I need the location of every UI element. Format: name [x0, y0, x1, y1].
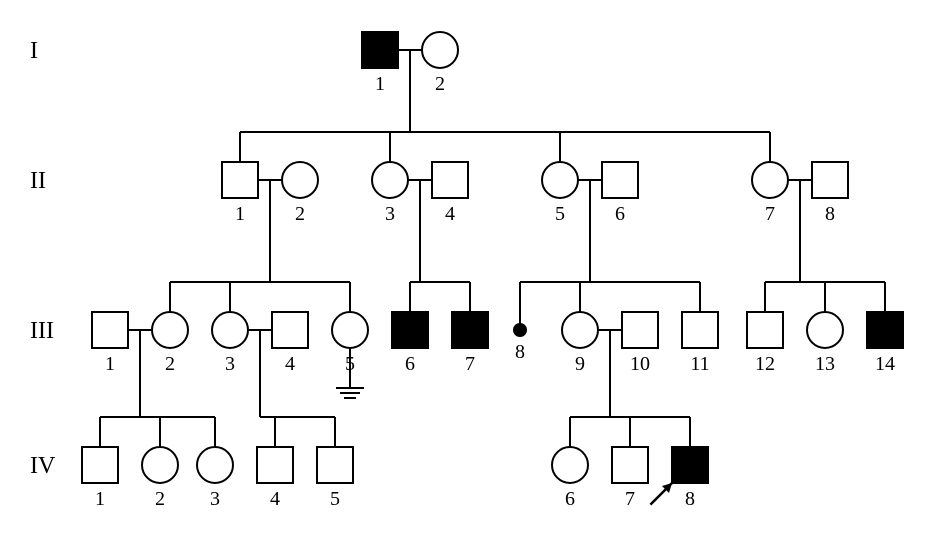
- person-number: 14: [875, 353, 895, 375]
- male-symbol: [682, 312, 718, 348]
- miscarriage-symbol: [514, 324, 526, 336]
- person-number: 5: [555, 203, 565, 225]
- male-symbol: [432, 162, 468, 198]
- male-symbol: [317, 447, 353, 483]
- person-number: 8: [825, 203, 835, 225]
- female-symbol: [422, 32, 458, 68]
- person-number: 6: [615, 203, 625, 225]
- female-symbol: [197, 447, 233, 483]
- male-symbol: [222, 162, 258, 198]
- male-symbol: [672, 447, 708, 483]
- person-number: 7: [465, 353, 475, 375]
- person-number: 2: [295, 203, 305, 225]
- female-symbol: [752, 162, 788, 198]
- female-symbol: [332, 312, 368, 348]
- person-number: 10: [630, 353, 650, 375]
- male-symbol: [272, 312, 308, 348]
- person-number: 12: [755, 353, 775, 375]
- female-symbol: [562, 312, 598, 348]
- generation-label: IV: [30, 453, 56, 479]
- male-symbol: [747, 312, 783, 348]
- person-number: 2: [165, 353, 175, 375]
- person-number: 5: [330, 488, 340, 510]
- male-symbol: [392, 312, 428, 348]
- person-number: 6: [565, 488, 575, 510]
- male-symbol: [82, 447, 118, 483]
- pedigree-diagram: 1212345678123456789101112131412345678III…: [0, 0, 931, 539]
- male-symbol: [452, 312, 488, 348]
- female-symbol: [552, 447, 588, 483]
- person-number: 9: [575, 353, 585, 375]
- male-symbol: [92, 312, 128, 348]
- male-symbol: [362, 32, 398, 68]
- person-number: 3: [385, 203, 395, 225]
- generation-label: I: [30, 38, 38, 64]
- person-number: 1: [235, 203, 245, 225]
- person-number: 6: [405, 353, 415, 375]
- person-number: 2: [155, 488, 165, 510]
- person-number: 4: [445, 203, 455, 225]
- male-symbol: [612, 447, 648, 483]
- female-symbol: [807, 312, 843, 348]
- person-number: 3: [225, 353, 235, 375]
- person-number: 8: [685, 488, 695, 510]
- person-number: 1: [375, 73, 385, 95]
- male-symbol: [602, 162, 638, 198]
- female-symbol: [282, 162, 318, 198]
- male-symbol: [812, 162, 848, 198]
- female-symbol: [152, 312, 188, 348]
- person-number: 4: [285, 353, 295, 375]
- person-number: 8: [515, 341, 525, 363]
- female-symbol: [542, 162, 578, 198]
- male-symbol: [257, 447, 293, 483]
- person-number: 13: [815, 353, 835, 375]
- generation-label: II: [30, 168, 46, 194]
- person-number: 3: [210, 488, 220, 510]
- male-symbol: [867, 312, 903, 348]
- generation-label: III: [30, 318, 54, 344]
- person-number: 11: [690, 353, 709, 375]
- person-number: 7: [765, 203, 775, 225]
- male-symbol: [622, 312, 658, 348]
- female-symbol: [142, 447, 178, 483]
- person-number: 2: [435, 73, 445, 95]
- person-number: 7: [625, 488, 635, 510]
- person-number: 1: [105, 353, 115, 375]
- person-number: 1: [95, 488, 105, 510]
- person-number: 4: [270, 488, 280, 510]
- female-symbol: [372, 162, 408, 198]
- female-symbol: [212, 312, 248, 348]
